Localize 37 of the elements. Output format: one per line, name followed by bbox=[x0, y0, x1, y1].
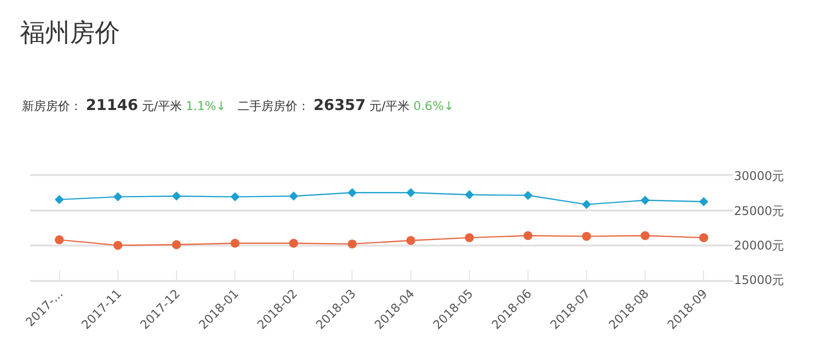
point bbox=[113, 192, 122, 202]
point bbox=[699, 197, 708, 206]
point bbox=[230, 192, 240, 202]
point bbox=[523, 231, 532, 240]
text: 二手房房价： bbox=[238, 99, 310, 113]
text: 新房房价： bbox=[22, 99, 82, 113]
point bbox=[289, 192, 298, 201]
point bbox=[582, 200, 592, 209]
point bbox=[406, 188, 416, 198]
point bbox=[582, 232, 592, 241]
text: 1.1%↓ bbox=[186, 99, 226, 113]
point bbox=[699, 233, 708, 242]
text: 0.6%↓ bbox=[413, 99, 454, 113]
point bbox=[640, 196, 650, 205]
point bbox=[348, 239, 357, 248]
point bbox=[54, 195, 64, 204]
text: 元/平米 bbox=[142, 99, 182, 113]
y-tick-label: 15000元 bbox=[734, 273, 784, 288]
text: 21146 bbox=[86, 96, 138, 114]
text: 26357 bbox=[314, 96, 366, 114]
chart-title: 福州房价 bbox=[20, 18, 120, 47]
y-tick-label: 25000元 bbox=[734, 204, 784, 218]
point bbox=[523, 190, 533, 200]
point bbox=[640, 231, 650, 240]
point bbox=[464, 233, 474, 242]
point bbox=[54, 235, 64, 244]
point bbox=[464, 190, 474, 200]
point bbox=[348, 188, 357, 198]
point bbox=[230, 238, 240, 248]
point bbox=[172, 240, 181, 250]
y-tick-label: 20000元 bbox=[734, 238, 784, 253]
point bbox=[406, 236, 416, 245]
y-tick-label: 30000元 bbox=[734, 169, 784, 184]
point bbox=[289, 238, 298, 248]
point bbox=[113, 240, 122, 250]
text: 元/平米 bbox=[370, 99, 410, 113]
point bbox=[172, 192, 182, 201]
